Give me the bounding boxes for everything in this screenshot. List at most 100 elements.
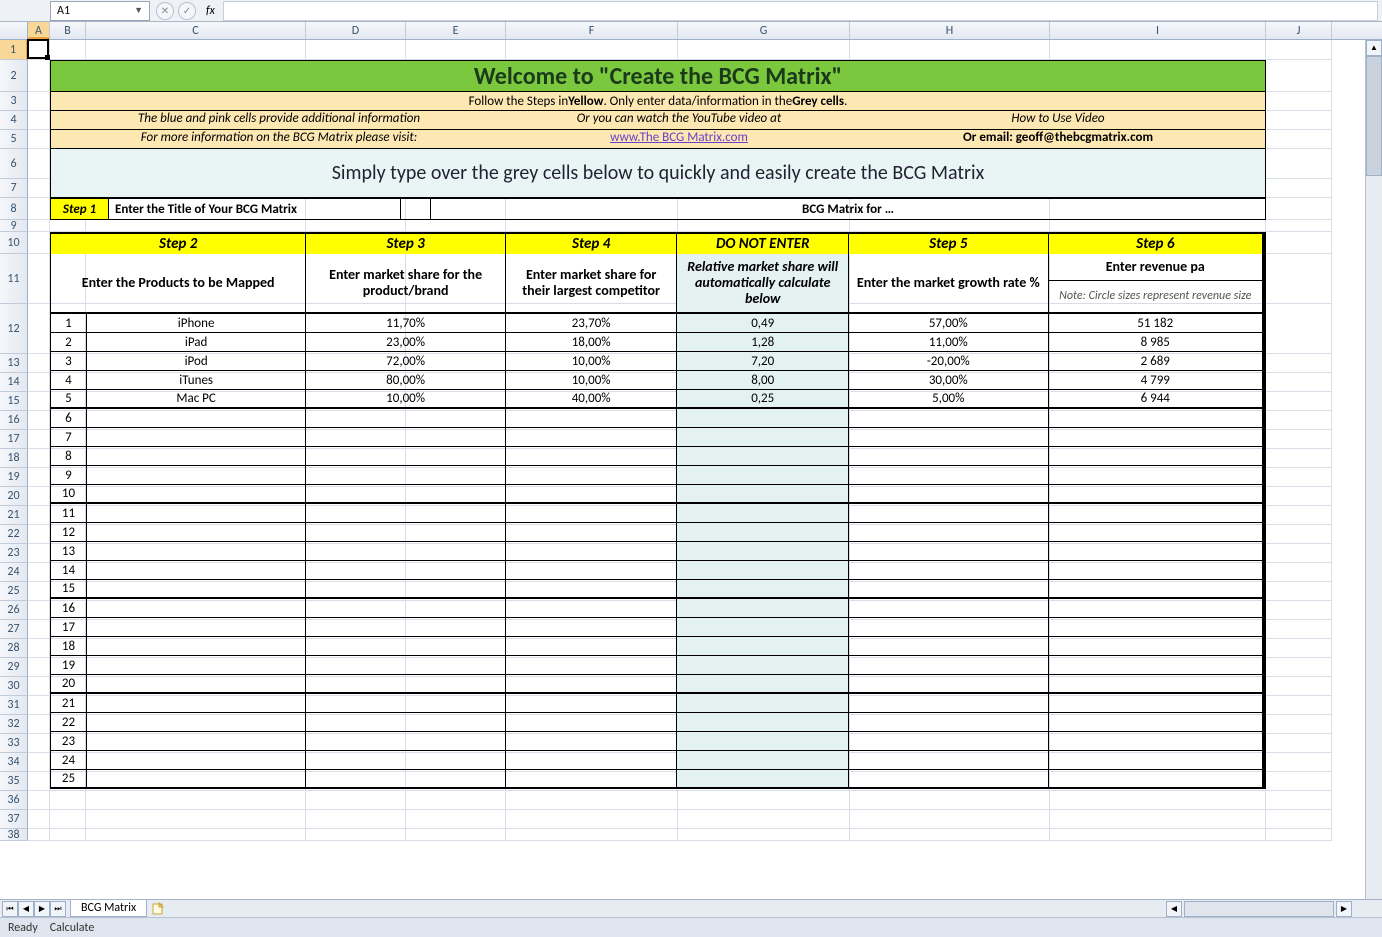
cell-relative[interactable] — [677, 428, 849, 447]
row-header-20[interactable]: 20 — [0, 487, 28, 506]
cell-relative[interactable] — [677, 694, 849, 713]
cell-index[interactable]: 19 — [51, 656, 87, 675]
col-header-I[interactable]: I — [1050, 22, 1266, 39]
cell-relative[interactable] — [677, 447, 849, 466]
row-header-6[interactable]: 6 — [0, 149, 28, 179]
col-header-C[interactable]: C — [86, 22, 306, 39]
cell-revenue[interactable]: 2 689 — [1049, 352, 1264, 371]
cell-competitor[interactable] — [506, 770, 678, 789]
sheet-tab-bcg[interactable]: BCG Matrix — [70, 900, 147, 917]
cell-revenue[interactable] — [1049, 637, 1264, 656]
cell-competitor[interactable]: 18,00% — [506, 333, 678, 352]
cell-relative[interactable] — [677, 561, 849, 580]
col-header-B[interactable]: B — [50, 22, 86, 39]
cell-competitor[interactable] — [506, 618, 678, 637]
cell-growth[interactable] — [849, 770, 1049, 789]
cell-growth[interactable]: 5,00% — [849, 390, 1049, 409]
cell-relative[interactable] — [677, 523, 849, 542]
cell-relative[interactable] — [677, 485, 849, 504]
name-box[interactable]: A1 ▼ — [50, 1, 150, 21]
col-header-H[interactable]: H — [850, 22, 1050, 39]
cell-competitor[interactable] — [506, 466, 678, 485]
cell-index[interactable]: 20 — [51, 675, 87, 694]
cell-product[interactable] — [87, 770, 306, 789]
cell-growth[interactable] — [849, 504, 1049, 523]
cell-competitor[interactable]: 10,00% — [506, 352, 678, 371]
cell-relative[interactable]: 0,49 — [677, 314, 849, 333]
cell-relative[interactable] — [677, 770, 849, 789]
cell-growth[interactable] — [849, 485, 1049, 504]
row-header-29[interactable]: 29 — [0, 658, 28, 677]
cell-relative[interactable]: 7,20 — [677, 352, 849, 371]
cell-competitor[interactable] — [506, 751, 678, 770]
cell-growth[interactable] — [849, 580, 1049, 599]
new-sheet-icon[interactable] — [151, 902, 165, 916]
cell-competitor[interactable] — [506, 542, 678, 561]
col-header-A[interactable]: A — [28, 22, 50, 39]
cell-index[interactable]: 12 — [51, 523, 87, 542]
cell-growth[interactable] — [849, 542, 1049, 561]
cell-competitor[interactable] — [506, 675, 678, 694]
cell-product[interactable]: iPod — [87, 352, 306, 371]
cell-revenue[interactable] — [1049, 580, 1264, 599]
cell-revenue[interactable] — [1049, 466, 1264, 485]
cell-marketshare[interactable] — [306, 428, 506, 447]
cell-growth[interactable] — [849, 466, 1049, 485]
cell-growth[interactable] — [849, 713, 1049, 732]
cell-product[interactable] — [87, 542, 306, 561]
cell-revenue[interactable] — [1049, 656, 1264, 675]
cell-growth[interactable] — [849, 732, 1049, 751]
cell-revenue[interactable] — [1049, 485, 1264, 504]
cell-revenue[interactable] — [1049, 618, 1264, 637]
cell-marketshare[interactable]: 10,00% — [306, 390, 506, 409]
cell-product[interactable] — [87, 428, 306, 447]
accept-formula-icon[interactable]: ✓ — [178, 2, 196, 20]
cell-index[interactable]: 1 — [51, 314, 87, 333]
row-header-37[interactable]: 37 — [0, 810, 28, 829]
cell-marketshare[interactable] — [306, 447, 506, 466]
formula-input[interactable] — [223, 1, 1378, 21]
row-header-7[interactable]: 7 — [0, 179, 28, 198]
row-header-12[interactable]: 12 — [0, 304, 28, 354]
scroll-up-icon[interactable]: ▲ — [1366, 40, 1382, 56]
cell-index[interactable]: 4 — [51, 371, 87, 390]
row-header-14[interactable]: 14 — [0, 373, 28, 392]
row-header-28[interactable]: 28 — [0, 639, 28, 658]
cell-index[interactable]: 5 — [51, 390, 87, 409]
cell-product[interactable] — [87, 656, 306, 675]
cell-revenue[interactable] — [1049, 599, 1264, 618]
cell-product[interactable] — [87, 618, 306, 637]
cell-index[interactable]: 11 — [51, 504, 87, 523]
cell-revenue[interactable] — [1049, 770, 1264, 789]
cell-index[interactable]: 13 — [51, 542, 87, 561]
hscroll-left-icon[interactable]: ◀ — [1166, 901, 1182, 917]
cell-product[interactable] — [87, 466, 306, 485]
scroll-thumb[interactable] — [1366, 56, 1382, 176]
cell-marketshare[interactable]: 11,70% — [306, 314, 506, 333]
cell-index[interactable]: 9 — [51, 466, 87, 485]
row-header-4[interactable]: 4 — [0, 111, 28, 130]
cell-marketshare[interactable] — [306, 732, 506, 751]
row-header-24[interactable]: 24 — [0, 563, 28, 582]
cell-competitor[interactable]: 10,00% — [506, 371, 678, 390]
row-header-10[interactable]: 10 — [0, 232, 28, 254]
cell-product[interactable] — [87, 561, 306, 580]
cell-growth[interactable] — [849, 447, 1049, 466]
cell-growth[interactable] — [849, 561, 1049, 580]
cell-index[interactable]: 25 — [51, 770, 87, 789]
cell-growth[interactable] — [849, 599, 1049, 618]
cell-revenue[interactable]: 8 985 — [1049, 333, 1264, 352]
cell-product[interactable]: iTunes — [87, 371, 306, 390]
cell-index[interactable]: 18 — [51, 637, 87, 656]
tab-prev-icon[interactable]: ◀ — [18, 901, 34, 917]
cell-marketshare[interactable]: 72,00% — [306, 352, 506, 371]
row-header-16[interactable]: 16 — [0, 411, 28, 430]
cell-product[interactable] — [87, 580, 306, 599]
cell-competitor[interactable] — [506, 561, 678, 580]
cell-marketshare[interactable] — [306, 599, 506, 618]
tab-next-icon[interactable]: ▶ — [34, 901, 50, 917]
cell-index[interactable]: 17 — [51, 618, 87, 637]
cell-growth[interactable] — [849, 409, 1049, 428]
vertical-scrollbar[interactable]: ▲ — [1365, 40, 1382, 899]
cell-growth[interactable] — [849, 694, 1049, 713]
